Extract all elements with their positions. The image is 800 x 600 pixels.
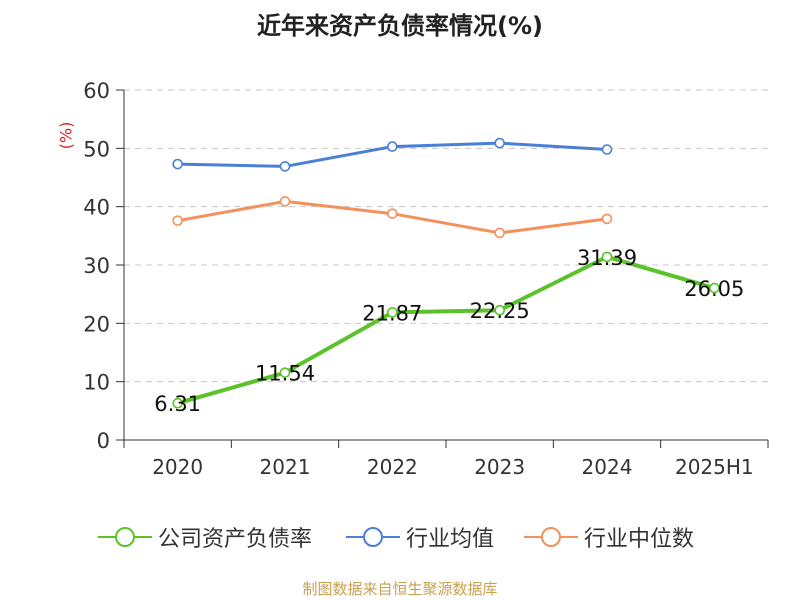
legend-label-industry-mean: 行业均值	[406, 527, 495, 552]
data-point	[494, 137, 505, 149]
data-point	[172, 397, 183, 409]
legend-item-industry-mean[interactable]: 行业均值	[346, 520, 494, 554]
data-source-note: 制图数据来自恒生聚源数据库	[302, 580, 498, 598]
data-point	[172, 215, 183, 226]
y-tick-label: 30	[83, 254, 110, 278]
data-point	[601, 213, 613, 225]
x-tick-label: 2024	[582, 455, 633, 479]
chart-title: 近年来资产负债率情况(%)	[257, 12, 543, 40]
data-point	[709, 282, 720, 294]
data-point	[387, 141, 398, 152]
legend-item-company[interactable]: 公司资产负债率	[98, 520, 312, 554]
data-label: 6.31	[154, 392, 201, 416]
x-tick-label: 2023	[474, 455, 525, 479]
data-point	[172, 158, 183, 170]
x-tick-label: 2021	[260, 455, 311, 479]
data-point	[279, 196, 291, 207]
legend: 公司资产负债率 行业均值 行业中位数	[0, 520, 800, 554]
series-lines	[172, 137, 720, 409]
data-point	[387, 208, 398, 219]
x-tick-label: 2020	[152, 455, 203, 479]
y-tick-label: 40	[83, 196, 110, 220]
legend-item-industry-median[interactable]: 行业中位数	[524, 520, 694, 554]
y-tick-label: 20	[83, 312, 110, 336]
data-point	[279, 367, 291, 378]
data-labels: 6.31 11.54 21.87 22.25 31.39 26.05	[154, 246, 744, 416]
legend-label-industry-median: 行业中位数	[584, 527, 695, 552]
data-point	[387, 307, 398, 318]
data-point	[494, 304, 505, 316]
data-label: 22.25	[470, 299, 530, 323]
y-tick-label: 50	[83, 137, 110, 161]
data-label: 31.39	[577, 246, 637, 270]
x-tick-label: 2022	[367, 455, 418, 479]
legend-symbol-company	[98, 520, 152, 554]
legend-symbol-industry-median	[524, 520, 578, 554]
data-label: 11.54	[255, 362, 315, 386]
data-point	[279, 161, 291, 172]
legend-symbol-industry-mean	[346, 520, 400, 554]
data-label: 26.05	[684, 277, 744, 301]
data-label: 21.87	[362, 301, 422, 325]
grid-lines	[124, 89, 768, 383]
y-tick-label: 60	[83, 79, 110, 103]
legend-label-company: 公司资产负债率	[158, 527, 313, 552]
x-tick-label: 2025H1	[675, 455, 754, 479]
data-point	[601, 251, 613, 263]
series-line	[177, 254, 715, 406]
data-point	[494, 227, 505, 239]
y-tick-label: 0	[97, 429, 110, 453]
axes: 0 10 20 30 40 50 60 2020 2021 2022 2023 2024 2025H1	[83, 79, 769, 479]
y-tick-label: 10	[83, 371, 110, 395]
data-point	[601, 144, 613, 155]
